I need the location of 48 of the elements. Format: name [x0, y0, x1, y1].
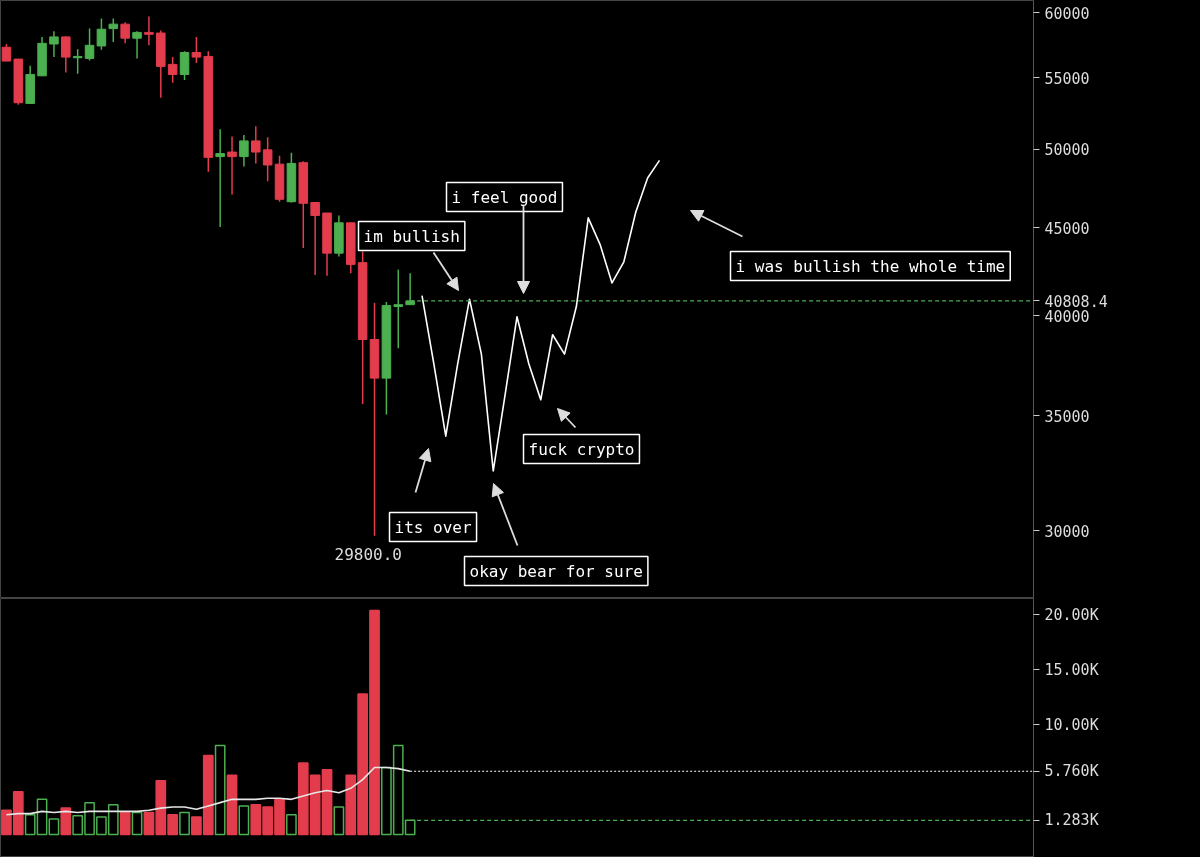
candlestick [262, 136, 273, 182]
bar [333, 806, 345, 836]
candlestick [132, 30, 142, 60]
line-series [5, 766, 411, 816]
candlestick [72, 48, 83, 75]
candlestick [239, 134, 249, 168]
annotation: i was bullish the whole time [735, 256, 1006, 276]
candlestick [120, 21, 130, 45]
annotation: its over [394, 517, 472, 537]
y-tick-label: 15.00K [1044, 660, 1099, 679]
y-tick-label: 10.00K [1044, 715, 1099, 734]
candlestick [251, 125, 261, 165]
annotation: okay bear for sure [469, 561, 643, 581]
candlestick [108, 17, 119, 43]
candlestick [144, 15, 154, 47]
annotation: i feel good [451, 187, 558, 207]
bar [131, 811, 143, 836]
annotation: 29800.0 [334, 544, 402, 564]
candlestick [49, 30, 59, 58]
y-tick-label: 50000 [1044, 141, 1090, 160]
y-tick-label: 20.00K [1044, 605, 1099, 624]
bar [226, 774, 238, 836]
y-tick-label: 30000 [1044, 522, 1090, 541]
y-tick-label: 60000 [1044, 4, 1090, 23]
candlestick [227, 135, 237, 196]
candlestick [310, 201, 320, 276]
y-tick-label: 55000 [1044, 69, 1090, 88]
candlestick [167, 56, 178, 84]
candlestick [393, 268, 404, 350]
candlestick [84, 27, 95, 62]
ref-line-label: 1.283K [1044, 811, 1099, 830]
candlestick [179, 50, 190, 81]
bar [60, 807, 72, 836]
bar [214, 744, 226, 836]
bar [286, 813, 297, 836]
candlestick [215, 128, 225, 228]
bar [179, 811, 190, 836]
candlestick [61, 35, 71, 74]
y-tick-label: 45000 [1044, 219, 1090, 238]
candlestick [191, 36, 202, 64]
annotation: im bullish [363, 226, 460, 246]
y-tick-label: 35000 [1044, 407, 1090, 426]
candlestick [96, 17, 107, 51]
bar [119, 811, 131, 836]
bar [238, 805, 250, 836]
annotation: fuck crypto [528, 439, 635, 459]
bar [48, 818, 60, 836]
ref-line-label: 5.760K [1044, 762, 1099, 781]
